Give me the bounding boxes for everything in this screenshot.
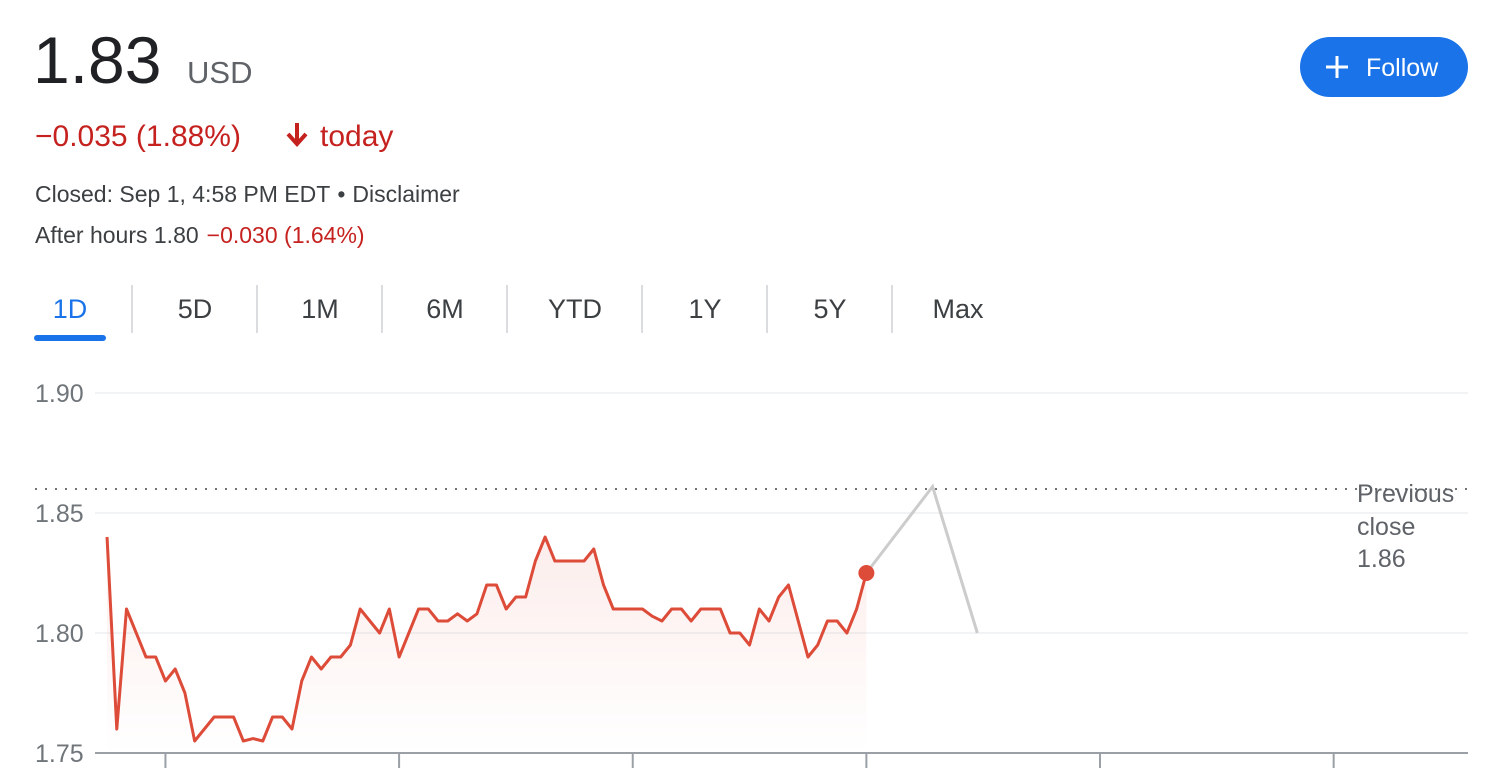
price-area: [107, 537, 867, 753]
y-tick-label: 1.90: [35, 380, 84, 408]
range-tab[interactable]: 1D: [53, 294, 88, 324]
y-tick-label: 1.75: [35, 740, 84, 768]
status-line: Closed: Sep 1, 4:58 PM EDT • Disclaimer: [35, 181, 460, 207]
after-hours-line: After hours 1.80 −0.030 (1.64%): [35, 222, 365, 248]
active-tab-indicator: [34, 335, 106, 341]
y-tick-label: 1.80: [35, 620, 84, 648]
follow-button[interactable]: Follow: [1300, 37, 1468, 97]
range-tab[interactable]: 5Y: [813, 294, 846, 324]
follow-label[interactable]: Follow: [1366, 54, 1439, 82]
last-price-dot: [858, 565, 875, 581]
status: Closed: Sep 1, 4:58 PM EDT: [35, 181, 330, 207]
range-tab[interactable]: 1Y: [688, 294, 721, 324]
follow-bg[interactable]: [1300, 37, 1468, 97]
range-tabs: 1D 5D 1M 6M YTD 1Y 5Y Max: [34, 285, 984, 341]
range-tab[interactable]: YTD: [548, 294, 602, 324]
separator: •: [337, 181, 345, 207]
down-arrow: [286, 123, 308, 147]
price: 1.83: [33, 23, 161, 97]
disclaimer-link[interactable]: Disclaimer: [352, 181, 460, 207]
previous-close-value: 1.86: [1357, 545, 1406, 573]
currency: USD: [187, 55, 252, 90]
after-hours: After hours 1.80: [35, 222, 199, 248]
price-change: −0.035 (1.88%): [35, 120, 241, 153]
price-line: [105, 535, 868, 743]
range-tab[interactable]: 5D: [178, 294, 213, 324]
previous-close-label: Previous close: [1357, 480, 1455, 541]
range-tab[interactable]: 1M: [301, 294, 339, 324]
range-tab[interactable]: Max: [932, 294, 984, 324]
after-hours-change: −0.030 (1.64%): [207, 222, 365, 248]
range-tab[interactable]: 6M: [426, 294, 464, 324]
period: today: [320, 120, 393, 153]
after-hours-line: [865, 483, 979, 634]
plus-icon[interactable]: [1326, 56, 1348, 78]
y-tick-label: 1.85: [35, 500, 84, 528]
